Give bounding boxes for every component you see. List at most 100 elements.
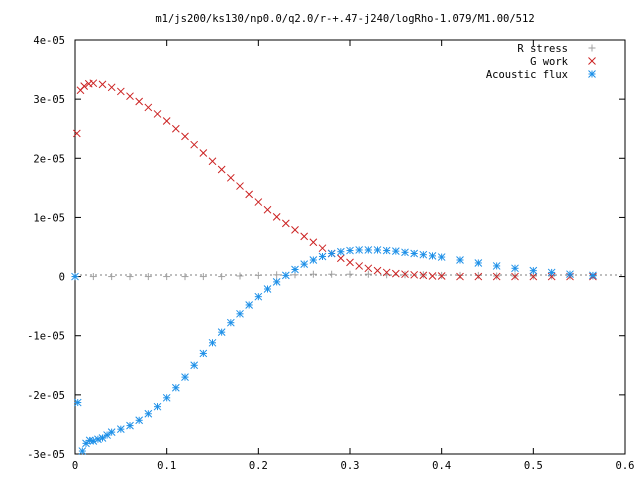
data-point [217, 328, 226, 337]
legend-marker [588, 44, 596, 52]
data-point [428, 252, 437, 260]
y-tick-label: -3e-05 [27, 449, 65, 461]
data-point [346, 258, 354, 267]
series-layer [71, 79, 597, 455]
data-point [126, 92, 134, 101]
chart-title: m1/js200/ks130/np0.0/q2.0/r-+.47-j240/lo… [155, 13, 534, 25]
x-tick-label: 0.4 [432, 460, 451, 472]
data-point [181, 273, 189, 281]
data-point [199, 349, 208, 358]
data-point [589, 271, 597, 280]
series-acoustic-flux [71, 246, 597, 455]
plot-frame [74, 39, 626, 455]
data-point [273, 271, 281, 279]
data-point [135, 416, 144, 425]
data-point [364, 246, 373, 254]
data-point [208, 338, 217, 347]
series-g-work [72, 79, 597, 281]
legend-label: G work [530, 56, 569, 68]
data-point [89, 79, 98, 88]
data-point [208, 157, 217, 166]
data-point [162, 393, 171, 402]
legend-label: Acoustic flux [486, 69, 568, 81]
data-point [456, 271, 464, 279]
data-point [199, 273, 207, 281]
data-point [391, 247, 400, 255]
data-point [437, 272, 446, 280]
data-point [218, 273, 226, 281]
data-point [217, 165, 226, 174]
data-point [236, 182, 244, 190]
data-point [410, 270, 419, 279]
data-point [78, 447, 87, 455]
y-tick-label: -2e-05 [27, 390, 65, 402]
data-point [181, 373, 189, 381]
data-point [144, 103, 153, 112]
y-axis: -3e-05 -2e-05 -1e-05 0 1e-05 2e-05 3e-05 4e-05 [27, 35, 625, 461]
data-point [254, 198, 263, 206]
y-tick-label: 1e-05 [33, 212, 65, 224]
data-point [291, 225, 299, 234]
data-point [126, 421, 134, 430]
data-point [419, 271, 428, 280]
data-point [245, 301, 254, 309]
data-point [474, 271, 482, 279]
data-point [529, 266, 538, 275]
data-point [346, 270, 354, 278]
data-point [474, 259, 483, 267]
data-point [456, 272, 464, 281]
data-point [456, 256, 464, 264]
data-point [566, 270, 574, 279]
data-point [281, 219, 290, 228]
data-point [272, 212, 281, 221]
data-point [153, 402, 162, 411]
data-point [428, 272, 437, 280]
data-point [272, 278, 281, 286]
data-point [382, 246, 391, 255]
data-point [401, 248, 409, 257]
data-point [373, 246, 382, 254]
data-point [116, 425, 125, 434]
data-point [80, 82, 89, 90]
data-point [135, 97, 144, 106]
data-point [199, 149, 208, 157]
y-tick-label: 0 [59, 272, 65, 284]
legend-marker [588, 57, 596, 65]
y-tick-label: -1e-05 [27, 331, 65, 343]
x-tick-label: 0 [72, 460, 78, 472]
data-point [391, 269, 400, 278]
data-point [327, 249, 336, 258]
data-point [190, 140, 199, 149]
data-point [300, 260, 309, 269]
x-tick-label: 0.2 [249, 460, 268, 472]
data-point [107, 428, 116, 436]
y-tick-label: 4e-05 [33, 35, 65, 47]
data-point [171, 383, 180, 392]
data-point [116, 87, 125, 96]
data-point [364, 270, 372, 278]
data-point [291, 265, 299, 274]
data-point [254, 292, 263, 301]
data-point [245, 190, 254, 199]
data-point [309, 270, 317, 278]
data-point [364, 264, 373, 273]
data-point [98, 80, 107, 89]
y-tick-label: 2e-05 [33, 153, 65, 165]
data-point [309, 256, 318, 264]
data-point [419, 250, 428, 259]
legend-marker [588, 70, 596, 78]
x-tick-label: 0.5 [524, 460, 543, 472]
data-point [373, 266, 382, 275]
data-point [73, 398, 82, 407]
data-point [72, 129, 81, 138]
data-point [144, 273, 152, 281]
y-tick-label: 3e-05 [33, 94, 65, 106]
data-point [346, 246, 354, 255]
data-point [492, 262, 501, 270]
data-point [300, 232, 309, 241]
data-point [190, 361, 199, 370]
x-tick-label: 0.1 [157, 460, 176, 472]
data-point [226, 173, 235, 182]
